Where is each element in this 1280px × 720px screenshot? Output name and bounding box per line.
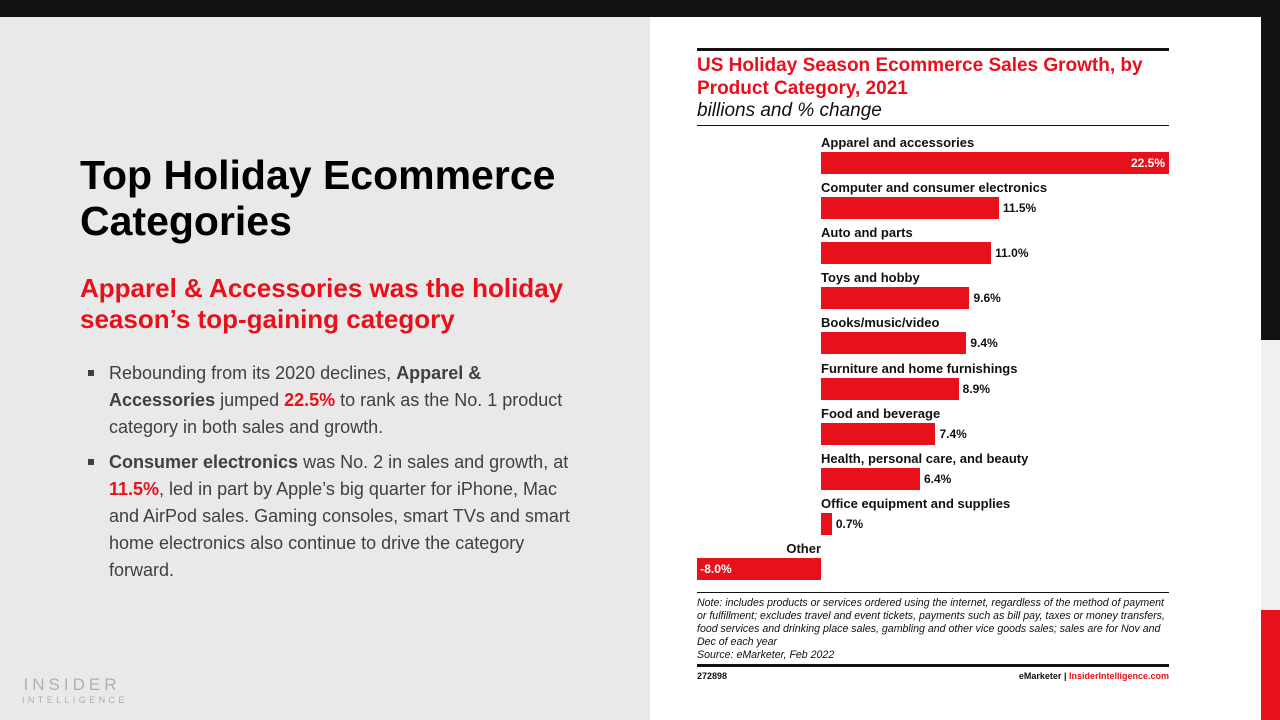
bullet-bold: Apparel & Accessories <box>109 363 482 410</box>
bullet-text: Rebounding from its 2020 declines, <box>109 363 397 383</box>
value-label: 6.4% <box>923 471 952 486</box>
bullet-text: to rank as the No. 1 product category in… <box>109 390 563 437</box>
bar <box>821 512 832 535</box>
bar <box>821 197 999 220</box>
chart-top-rule <box>697 48 1169 51</box>
bullet-item: Rebounding from its 2020 declines, Appar… <box>88 360 588 441</box>
chart-id: 272898 <box>697 671 728 681</box>
value-label: -8.0% <box>700 561 732 576</box>
edge-strip-dark <box>1261 0 1280 340</box>
edge-strip-red <box>1261 610 1280 720</box>
chart-bottom-rule <box>697 592 1169 593</box>
bullet-bold: Consumer electronics <box>109 452 299 472</box>
bar <box>821 242 992 265</box>
category-label: Furniture and home furnishings <box>821 360 1018 376</box>
top-bar <box>0 0 1280 17</box>
value-label: 8.9% <box>962 381 990 396</box>
bullet-highlight: 11.5% <box>109 479 160 499</box>
chart-panel <box>650 17 1261 720</box>
slide-subtitle: Apparel & Accessories was the holiday se… <box>80 273 564 334</box>
edge-strip-gray <box>1261 340 1280 610</box>
note-text: Note: includes products or services orde… <box>697 597 1165 648</box>
category-label: Other <box>786 540 821 556</box>
bar <box>821 377 959 400</box>
bullet-text: , led in part by Apple’s big quarter for… <box>109 479 570 580</box>
chart-title: US Holiday Season Ecommerce Sales Growth… <box>697 55 1143 99</box>
category-label: Apparel and accessories <box>821 135 975 150</box>
source-text: Source: eMarketer, Feb 2022 <box>697 649 835 661</box>
bullet-item: Consumer electronics was No. 2 in sales … <box>88 449 588 584</box>
bullet-list: Rebounding from its 2020 declines, Appar… <box>88 360 588 592</box>
text-panel <box>0 17 650 720</box>
credit-emarketer: eMarketer <box>1018 671 1062 681</box>
bar <box>697 557 821 580</box>
value-label: 11.5% <box>1002 201 1037 216</box>
logo-line2: INTELLIGENCE <box>22 695 128 705</box>
chart-subtitle: billions and % change <box>697 100 882 121</box>
value-label: 22.5% <box>1130 156 1165 170</box>
value-label: 7.4% <box>939 426 967 441</box>
insider-intelligence-logo: INSIDER INTELLIGENCE <box>22 675 128 705</box>
bullet-highlight: 22.5% <box>284 390 336 410</box>
chart-header-rule <box>697 125 1169 126</box>
category-label: Toys and hobby <box>821 270 920 286</box>
bullet-text: was No. 2 in sales and growth, at <box>298 452 569 472</box>
category-label: Computer and consumer electronics <box>821 180 1048 196</box>
category-label: Office equipment and supplies <box>821 495 1011 511</box>
chart-footer-rule <box>697 664 1169 667</box>
chart-credit: eMarketer | InsiderIntelligence.com <box>1019 671 1169 681</box>
credit-link[interactable]: InsiderIntelligence.com <box>1068 671 1169 681</box>
value-label: 11.0% <box>995 246 1029 261</box>
category-label: Food and beverage <box>821 405 941 421</box>
category-label: Health, personal care, and beauty <box>821 450 1029 466</box>
value-label: 9.4% <box>970 336 998 351</box>
bar <box>821 332 967 355</box>
bar <box>821 287 970 310</box>
value-label: 0.7% <box>835 516 864 531</box>
category-label: Auto and parts <box>821 225 913 241</box>
category-label: Books/music/video <box>821 315 940 331</box>
slide-title: Top Holiday Ecommerce Categories <box>80 152 556 244</box>
logo-line1: INSIDER <box>23 675 121 694</box>
bar <box>821 422 936 445</box>
bullet-text: jumped <box>215 390 285 410</box>
value-label: 9.6% <box>973 291 1001 306</box>
bar <box>821 152 1169 174</box>
bar <box>821 467 920 490</box>
credit-separator: | <box>1061 671 1069 681</box>
chart-note: Note: includes products or services orde… <box>697 597 1169 662</box>
